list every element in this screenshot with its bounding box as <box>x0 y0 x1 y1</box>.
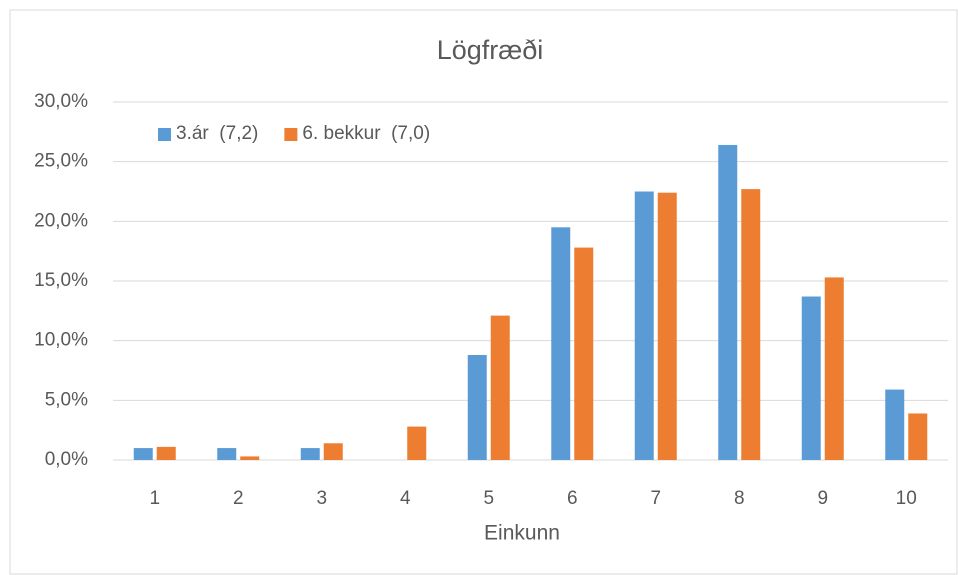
y-tick-label: 30,0% <box>34 91 88 112</box>
bar <box>634 191 654 460</box>
x-axis-label: Einkunn <box>484 522 560 545</box>
bar <box>300 448 320 460</box>
y-tick-label: 5,0% <box>45 389 88 410</box>
bar <box>824 277 844 460</box>
bar <box>323 443 343 460</box>
bar <box>908 413 928 460</box>
bar <box>490 315 510 460</box>
y-tick-label: 25,0% <box>34 151 88 172</box>
bar <box>133 448 153 460</box>
bar <box>240 456 260 460</box>
x-tick-label: 9 <box>817 488 828 509</box>
bar <box>657 192 677 460</box>
chart-title: Lögfræði <box>437 35 544 65</box>
x-tick-label: 8 <box>734 488 745 509</box>
x-tick-label: 3 <box>316 488 327 509</box>
bar <box>407 426 427 460</box>
legend-swatch <box>284 128 298 141</box>
x-tick-label: 2 <box>233 488 244 509</box>
x-tick-label: 6 <box>567 488 578 509</box>
x-tick-label: 5 <box>483 488 494 509</box>
y-tick-label: 20,0% <box>34 210 88 231</box>
bar <box>574 247 594 460</box>
x-tick-label: 1 <box>149 488 160 509</box>
x-tick-label: 10 <box>896 488 917 509</box>
x-tick-label: 7 <box>650 488 661 509</box>
bar <box>467 354 487 460</box>
bar <box>156 446 176 460</box>
legend-label: 3.ár (7,2) <box>176 123 258 144</box>
y-tick-label: 15,0% <box>34 270 88 291</box>
bar <box>885 389 905 460</box>
legend-label: 6. bekkur (7,0) <box>302 123 430 144</box>
y-tick-label: 0,0% <box>45 449 88 470</box>
bar <box>551 227 571 460</box>
x-tick-label: 4 <box>400 488 411 509</box>
chart-frame <box>9 9 958 575</box>
bar <box>217 448 237 460</box>
legend-swatch <box>158 128 171 141</box>
bar <box>741 189 761 460</box>
bar <box>718 144 738 460</box>
bar <box>801 296 821 460</box>
y-tick-label: 10,0% <box>34 330 88 351</box>
